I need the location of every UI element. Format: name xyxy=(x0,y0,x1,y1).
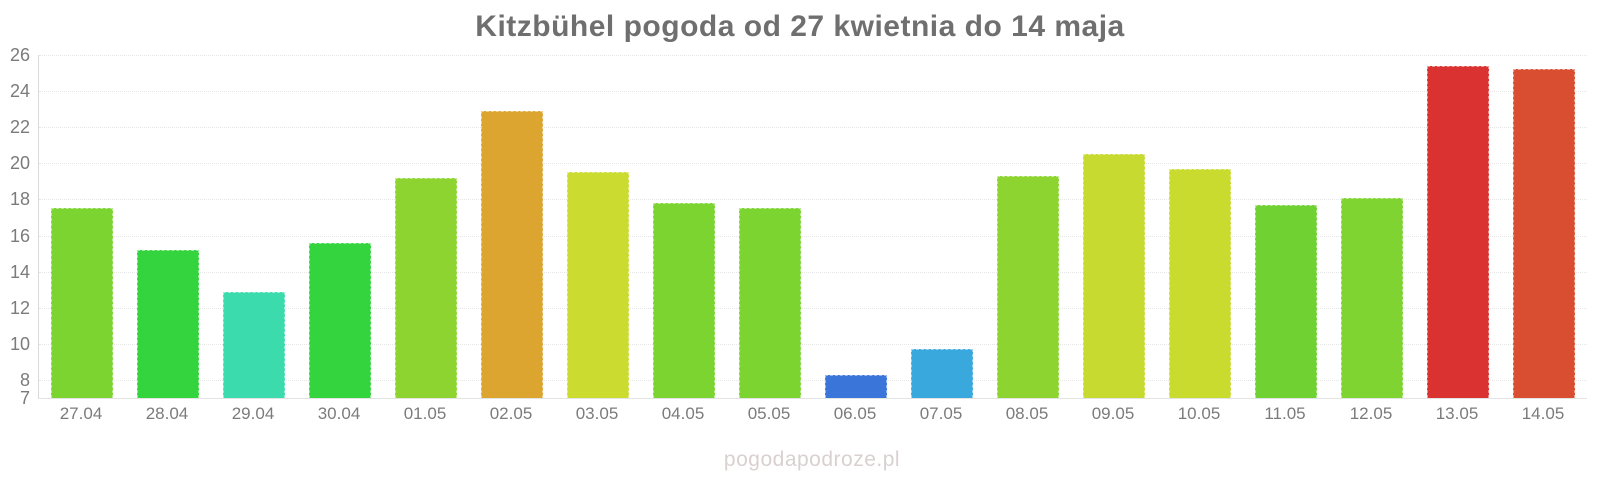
y-tick-label-12: 12 xyxy=(9,297,30,318)
chart-bar-29.04 xyxy=(223,291,285,398)
x-tick-label-11.05: 11.05 xyxy=(1264,404,1306,423)
y-tick-label-7: 7 xyxy=(19,388,30,408)
chart-bar-06.05 xyxy=(825,374,887,398)
y-tick-label-16: 16 xyxy=(9,225,30,246)
plot-area xyxy=(38,55,1587,399)
y-tick-label-14: 14 xyxy=(9,261,30,282)
y-tick-label-8: 8 xyxy=(19,369,30,390)
chart-bar-30.04 xyxy=(309,242,371,398)
y-tick-label-20: 20 xyxy=(9,153,30,174)
chart-bar-27.04 xyxy=(51,208,113,398)
gridline-10 xyxy=(39,343,1587,345)
gridline-18 xyxy=(39,199,1587,201)
chart-title: Kitzbühel pogoda od 27 kwietnia do 14 ma… xyxy=(475,10,1125,43)
x-tick-label-14.05: 14.05 xyxy=(1521,404,1565,423)
x-tick-label-27.04: 27.04 xyxy=(59,404,103,423)
chart-bar-05.05 xyxy=(739,208,801,398)
y-axis: 7 8 10 12 14 16 18 20 22 24 26 xyxy=(0,46,32,407)
y-tick-label-10: 10 xyxy=(9,333,30,354)
x-tick-label-13.05: 13.05 xyxy=(1435,404,1479,423)
x-tick-label-08.05: 08.05 xyxy=(1005,404,1049,423)
chart-bar-28.04 xyxy=(137,249,199,398)
gridline-12 xyxy=(39,307,1587,309)
x-tick-label-12.05: 12.05 xyxy=(1349,404,1393,423)
x-tick-label-07.05: 07.05 xyxy=(919,404,963,423)
x-tick-label-04.05: 04.05 xyxy=(661,404,705,423)
y-tick-label-24: 24 xyxy=(9,81,30,102)
gridline-24 xyxy=(39,91,1587,93)
chart-bar-01.05 xyxy=(395,177,457,398)
chart-bar-04.05 xyxy=(653,203,715,398)
x-tick-label-10.05: 10.05 xyxy=(1177,404,1221,423)
watermark: pogodapodroze.pl xyxy=(723,448,901,471)
x-tick-label-02.05: 02.05 xyxy=(489,404,533,423)
chart-bar-13.05 xyxy=(1427,65,1489,398)
x-tick-label-29.04: 29.04 xyxy=(231,404,275,423)
gridline-8 xyxy=(39,379,1587,381)
x-tick-label-28.04: 28.04 xyxy=(145,404,189,423)
chart-bar-11.05 xyxy=(1255,204,1317,398)
chart-bar-03.05 xyxy=(567,172,629,398)
gridline-14 xyxy=(39,271,1587,273)
chart-bar-08.05 xyxy=(997,175,1059,398)
gridline-22 xyxy=(39,127,1587,129)
gridline-20 xyxy=(39,163,1587,165)
x-tick-label-05.05: 05.05 xyxy=(747,404,791,423)
y-tick-label-18: 18 xyxy=(9,189,30,210)
chart-bar-02.05 xyxy=(481,110,543,398)
y-tick-label-26: 26 xyxy=(9,45,30,65)
x-tick-label-30.04: 30.04 xyxy=(317,404,361,423)
chart-bar-10.05 xyxy=(1169,168,1231,398)
x-tick-label-09.05: 09.05 xyxy=(1091,404,1135,423)
x-tick-label-01.05: 01.05 xyxy=(403,404,447,423)
chart-bar-07.05 xyxy=(911,349,973,398)
y-tick-label-22: 22 xyxy=(9,117,30,138)
x-axis: 27.04 28.04 29.04 30.04 01.05 02.05 03.05 04.05… xyxy=(38,404,1586,428)
x-tick-label-06.05: 06.05 xyxy=(833,404,877,423)
x-tick-label-03.05: 03.05 xyxy=(575,404,619,423)
chart-bar-12.05 xyxy=(1341,197,1403,398)
chart-bar-14.05 xyxy=(1513,69,1575,398)
chart-bar-09.05 xyxy=(1083,154,1145,398)
gridline-26 xyxy=(39,55,1587,56)
gridline-16 xyxy=(39,235,1587,237)
